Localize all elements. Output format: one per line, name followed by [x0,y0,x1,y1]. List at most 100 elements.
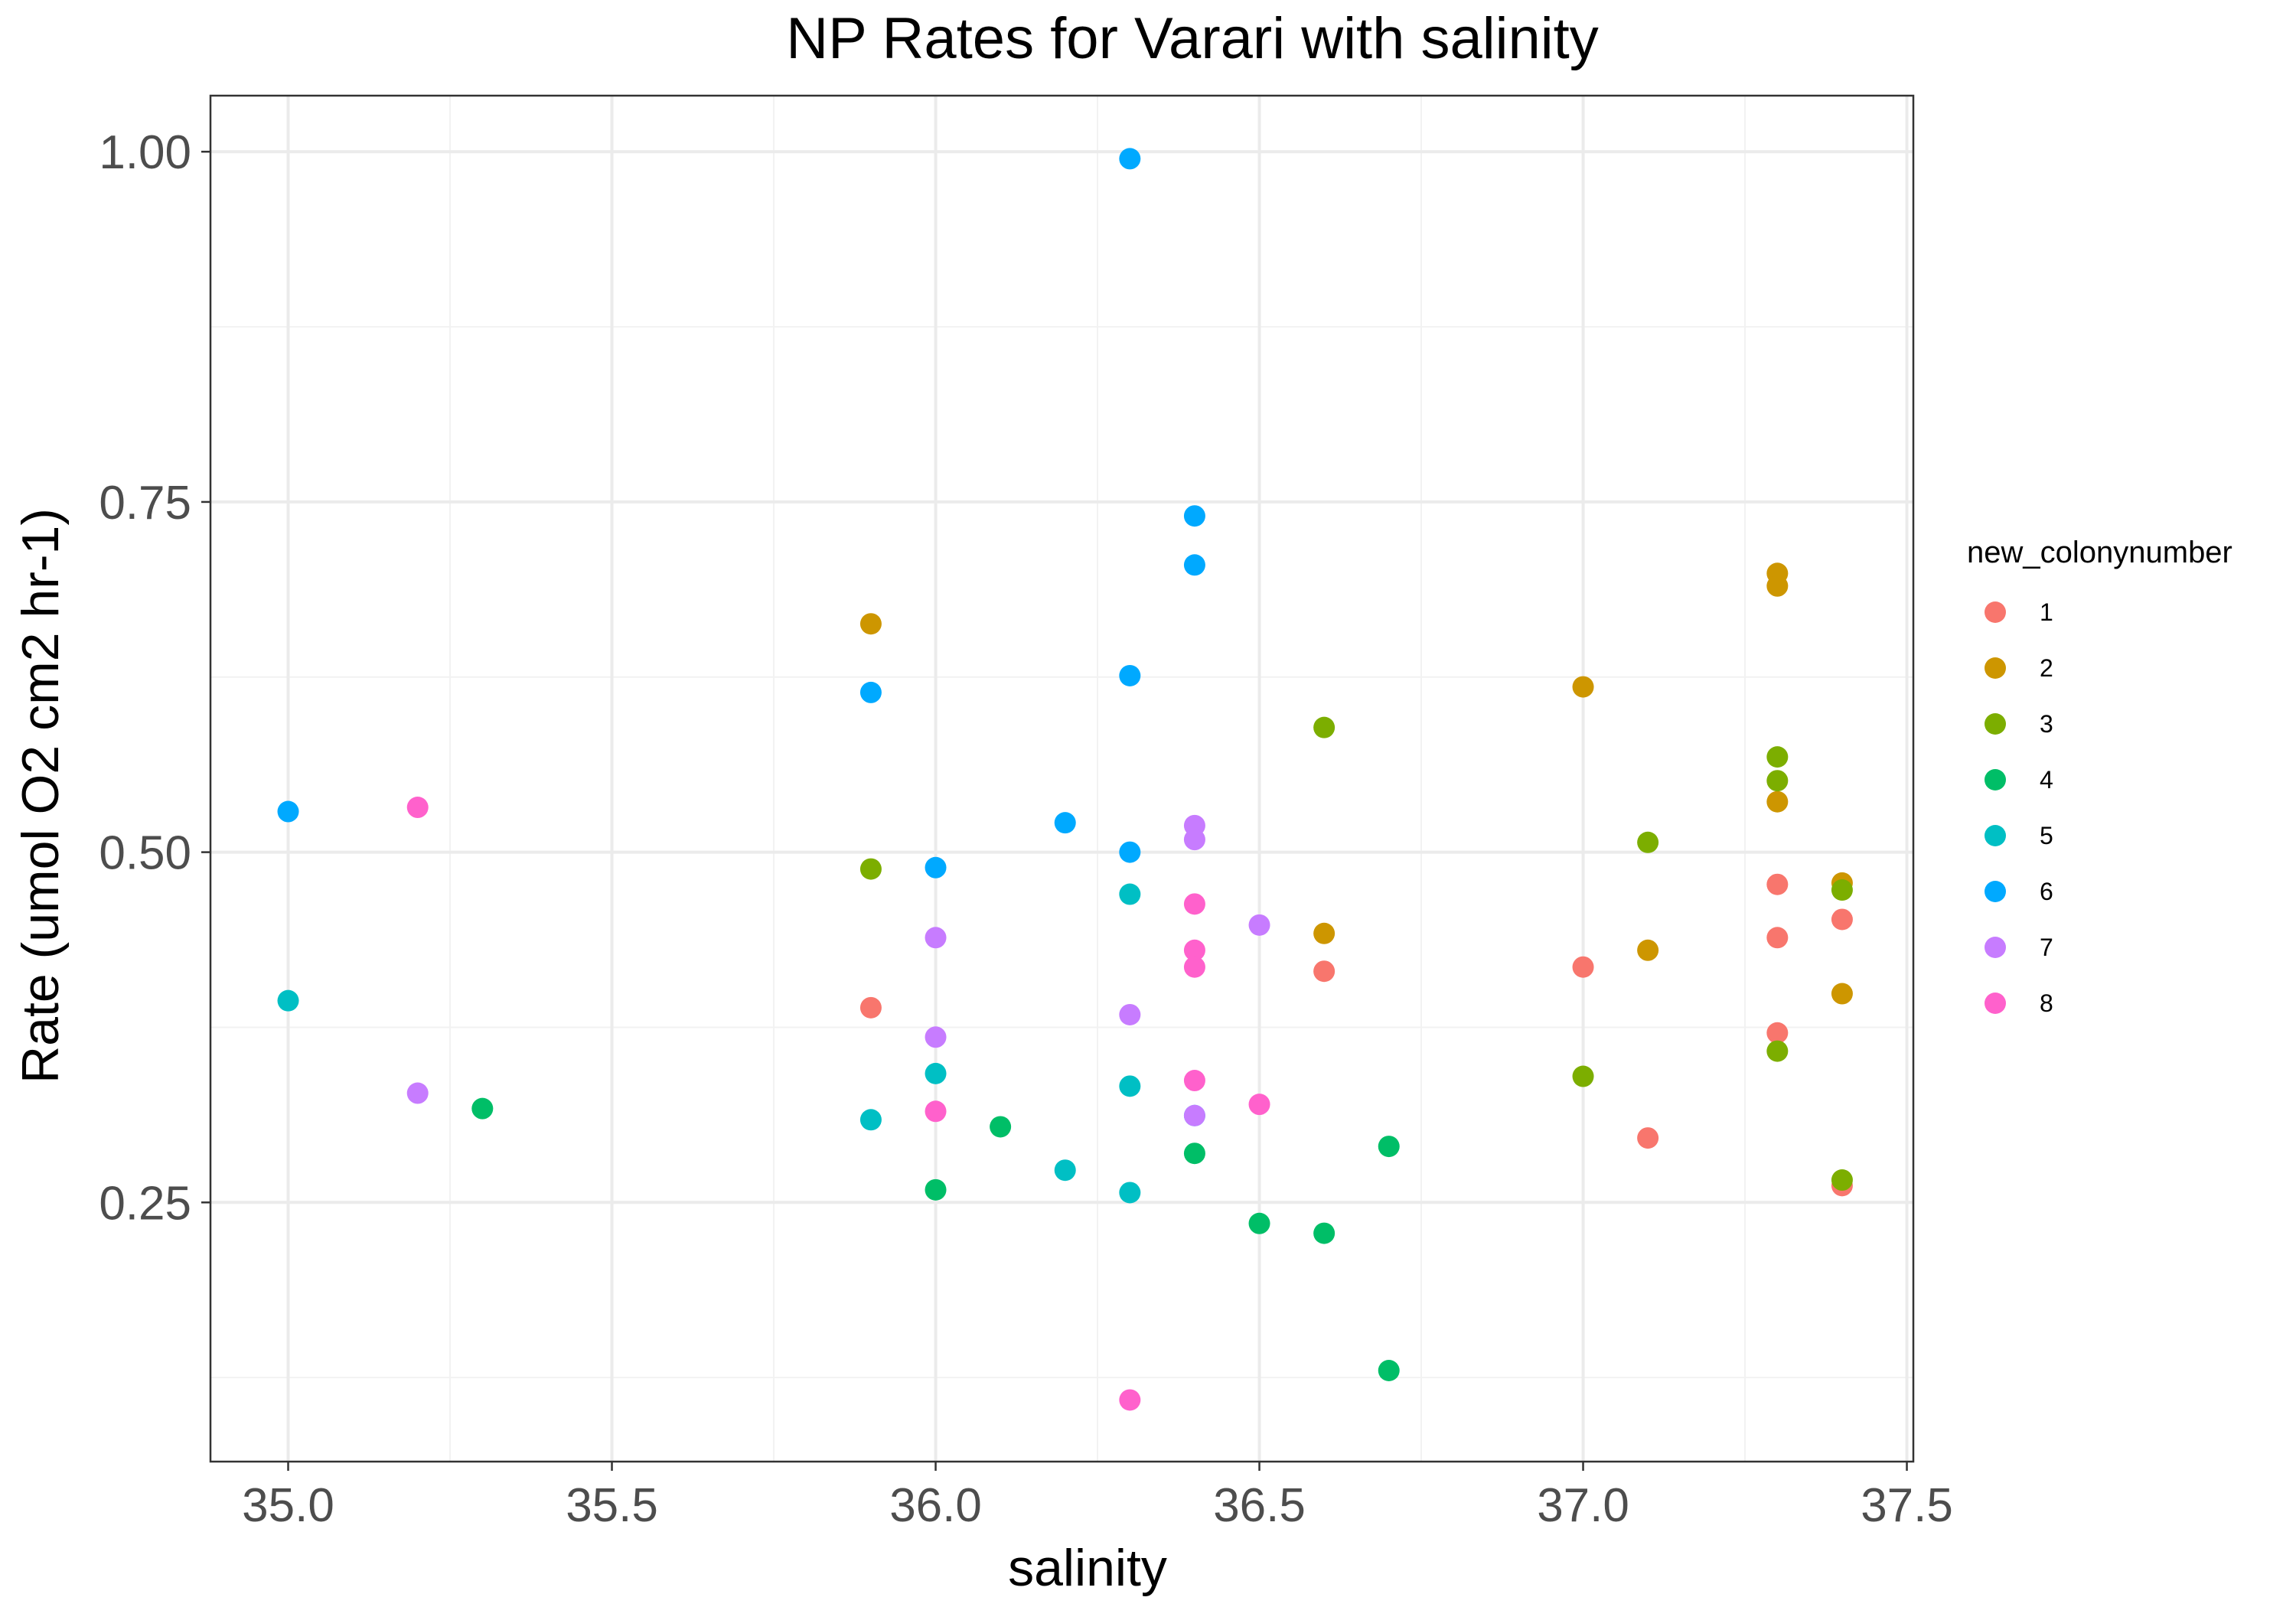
x-tick-label: 37.0 [1537,1479,1629,1532]
x-tick-label: 37.5 [1861,1479,1953,1532]
data-point-colony-1 [1572,956,1594,978]
legend-label-colony-7: 7 [2040,934,2053,961]
data-point-colony-1 [1313,960,1336,983]
data-point-colony-6 [1054,812,1076,834]
y-tick-label: 1.00 [99,126,191,179]
legend-label-colony-4: 4 [2040,766,2053,794]
data-point-colony-4 [1313,1222,1336,1244]
data-point-colony-3 [1572,1065,1594,1087]
data-point-colony-7 [1183,829,1205,851]
data-point-colony-6 [1183,554,1205,576]
minor-gridlines [210,96,1913,1462]
data-point-colony-5 [859,1109,882,1131]
y-axis-title: Rate (umol O2 cm2 hr-1) [11,508,70,1084]
legend-title: new_colonynumber [1967,536,2232,569]
legend-label-colony-8: 8 [2040,989,2053,1017]
data-point-colony-8 [1183,893,1205,915]
data-point-colony-6 [1119,841,1141,863]
x-tick-label: 36.5 [1213,1479,1306,1532]
data-point-colony-3 [1766,770,1789,792]
x-tick-label: 35.0 [242,1479,334,1532]
data-point-colony-2 [1766,575,1789,597]
x-axis-title: salinity [1008,1539,1167,1597]
data-point-colony-5 [1119,1075,1141,1097]
data-point-colony-5 [925,1062,947,1084]
data-point-colony-8 [1248,1094,1270,1116]
data-point-colony-4 [471,1097,494,1120]
data-point-colony-2 [1831,983,1853,1005]
data-point-colony-7 [925,1026,947,1048]
data-point-colony-1 [1766,873,1789,895]
legend-label-colony-6: 6 [2040,878,2053,905]
data-point-colony-4 [1378,1136,1400,1158]
data-point-colony-3 [1766,1040,1789,1062]
x-axis: 35.0 35.5 36.0 36.5 37.0 37.5 [242,1462,1953,1532]
legend-label-colony-3: 3 [2040,710,2053,738]
data-point-colony-6 [859,681,882,703]
data-point-colony-7 [1183,1104,1205,1126]
legend-key-colony-5 [1985,825,2006,846]
data-point-colony-7 [925,927,947,949]
data-point-colony-6 [1183,505,1205,527]
data-point-colony-8 [1183,939,1205,961]
data-point-colony-3 [1766,746,1789,768]
data-point-colony-2 [1637,939,1659,961]
data-point-colony-4 [1248,1212,1270,1234]
data-point-colony-2 [1313,922,1336,944]
data-point-colony-1 [1766,1022,1789,1044]
data-point-colony-5 [277,989,299,1012]
data-point-colony-1 [1831,908,1853,931]
data-point-colony-3 [859,858,882,880]
data-point-colony-2 [1766,790,1789,813]
major-gridlines [210,96,1913,1462]
data-point-colony-2 [859,613,882,635]
legend-key-colony-1 [1985,601,2006,623]
data-point-colony-8 [1183,956,1205,978]
panel-border [209,94,1915,1463]
legend-key-colony-4 [1985,769,2006,790]
data-point-colony-4 [1183,1143,1205,1165]
data-point-colony-5 [1119,1182,1141,1204]
data-point-colony-1 [859,996,882,1019]
data-point-colony-3 [1831,879,1853,901]
data-point-colony-4 [990,1116,1012,1138]
data-point-colony-3 [1637,831,1659,853]
legend-key-colony-8 [1985,993,2006,1014]
data-point-colony-6 [277,800,299,823]
x-tick-label: 36.0 [889,1479,982,1532]
legend-label-colony-2: 2 [2040,654,2053,682]
y-tick-label: 0.25 [99,1177,191,1230]
data-point-colony-7 [1119,1003,1141,1025]
legend-label-colony-5: 5 [2040,822,2053,849]
data-point-colony-5 [1119,883,1141,905]
data-points [277,148,1853,1411]
data-point-colony-1 [1766,927,1789,949]
data-point-colony-6 [925,856,947,878]
legend-key-colony-3 [1985,713,2006,735]
chart-title: NP Rates for Varari with salinity [786,6,1599,71]
y-tick-label: 0.75 [99,477,191,530]
data-point-colony-6 [1119,664,1141,686]
legend: new_colonynumber 1 2 3 4 5 6 7 8 [1967,536,2232,1017]
data-point-colony-8 [925,1100,947,1123]
data-point-colony-4 [925,1178,947,1201]
y-axis: 0.25 0.50 0.75 1.00 [99,126,210,1230]
data-point-colony-8 [1119,1389,1141,1411]
x-tick-label: 35.5 [566,1479,658,1532]
legend-key-colony-7 [1985,937,2006,958]
data-point-colony-2 [1572,676,1594,698]
data-point-colony-3 [1831,1169,1853,1191]
legend-items: 1 2 3 4 5 6 7 8 [1985,598,2053,1017]
data-point-colony-3 [1313,716,1336,738]
legend-label-colony-1: 1 [2040,598,2053,626]
data-point-colony-4 [1378,1360,1400,1381]
y-tick-label: 0.50 [99,827,191,880]
data-point-colony-8 [1183,1070,1205,1092]
data-point-colony-7 [1248,914,1270,936]
legend-key-colony-6 [1985,881,2006,902]
data-point-colony-6 [1119,148,1141,170]
data-point-colony-5 [1054,1159,1076,1182]
data-point-colony-8 [406,797,429,819]
legend-key-colony-2 [1985,657,2006,679]
